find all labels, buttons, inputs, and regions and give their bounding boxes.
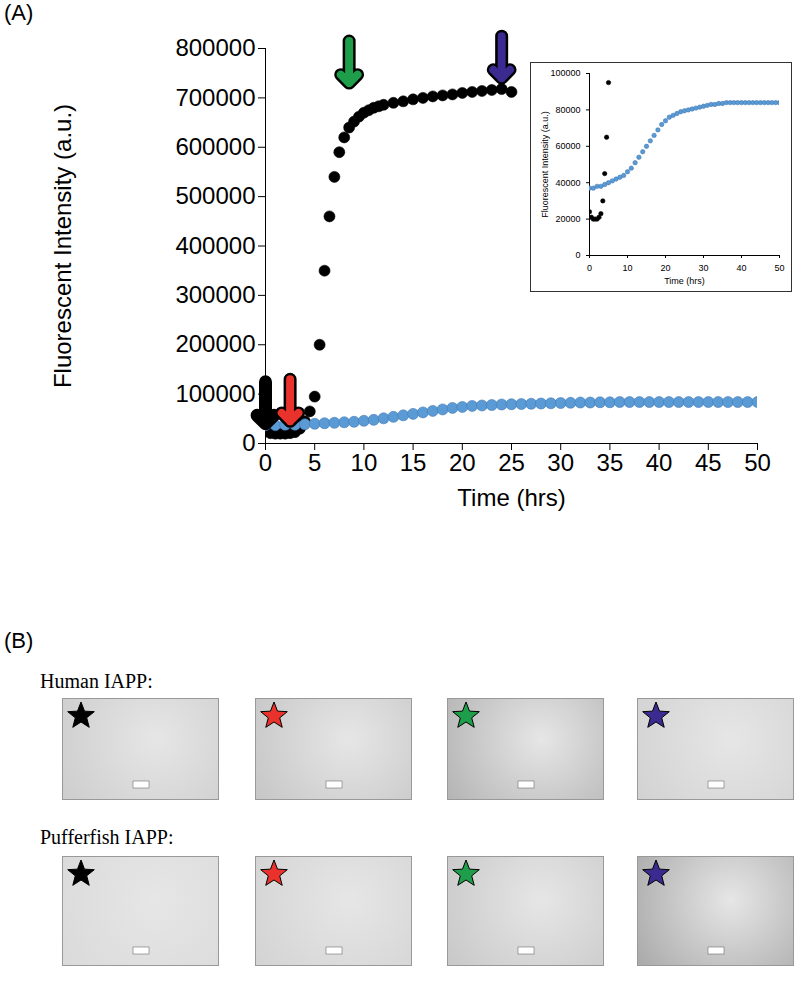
svg-text:100000: 100000 [175,380,255,407]
svg-text:400000: 400000 [175,232,255,259]
svg-text:600000: 600000 [175,133,255,160]
svg-text:700000: 700000 [175,84,255,111]
svg-text:0: 0 [259,449,272,476]
svg-text:Fluorescent Intensity (a.u.): Fluorescent Intensity (a.u.) [540,111,550,218]
html-text:(A): (A) [4,0,34,25]
svg-text:45: 45 [695,449,722,476]
svg-text:35: 35 [597,449,624,476]
svg-text:Time (hrs): Time (hrs) [664,276,705,286]
svg-text:20: 20 [660,263,670,273]
svg-text:Time (hrs): Time (hrs) [457,484,565,511]
svg-text:300000: 300000 [175,281,255,308]
svg-text:30: 30 [547,449,574,476]
svg-text:15: 15 [400,449,427,476]
svg-text:100000: 100000 [550,68,580,78]
svg-text:40: 40 [646,449,673,476]
svg-text:0: 0 [575,250,580,260]
svg-text:0: 0 [587,263,592,273]
svg-text:80000: 80000 [555,105,580,115]
svg-text:0: 0 [242,429,255,456]
svg-text:500000: 500000 [175,182,255,209]
svg-text:200000: 200000 [175,330,255,357]
svg-text:20: 20 [449,449,476,476]
svg-text:50: 50 [744,449,771,476]
svg-text:40: 40 [736,263,746,273]
svg-text:10: 10 [351,449,378,476]
html-text:Human IAPP:: Human IAPP: [40,670,153,692]
svg-text:Fluorescent Intensity (a.u.): Fluorescent Intensity (a.u.) [49,104,76,388]
svg-text:25: 25 [498,449,525,476]
svg-text:50: 50 [774,263,784,273]
html-text:Pufferfish IAPP:: Pufferfish IAPP: [40,826,174,848]
svg-text:60000: 60000 [555,141,580,151]
svg-text:800000: 800000 [175,34,255,61]
svg-text:10: 10 [622,263,632,273]
svg-text:30: 30 [698,263,708,273]
html-text:(B): (B) [4,628,34,653]
svg-text:20000: 20000 [555,214,580,224]
svg-text:5: 5 [308,449,321,476]
svg-text:40000: 40000 [555,178,580,188]
